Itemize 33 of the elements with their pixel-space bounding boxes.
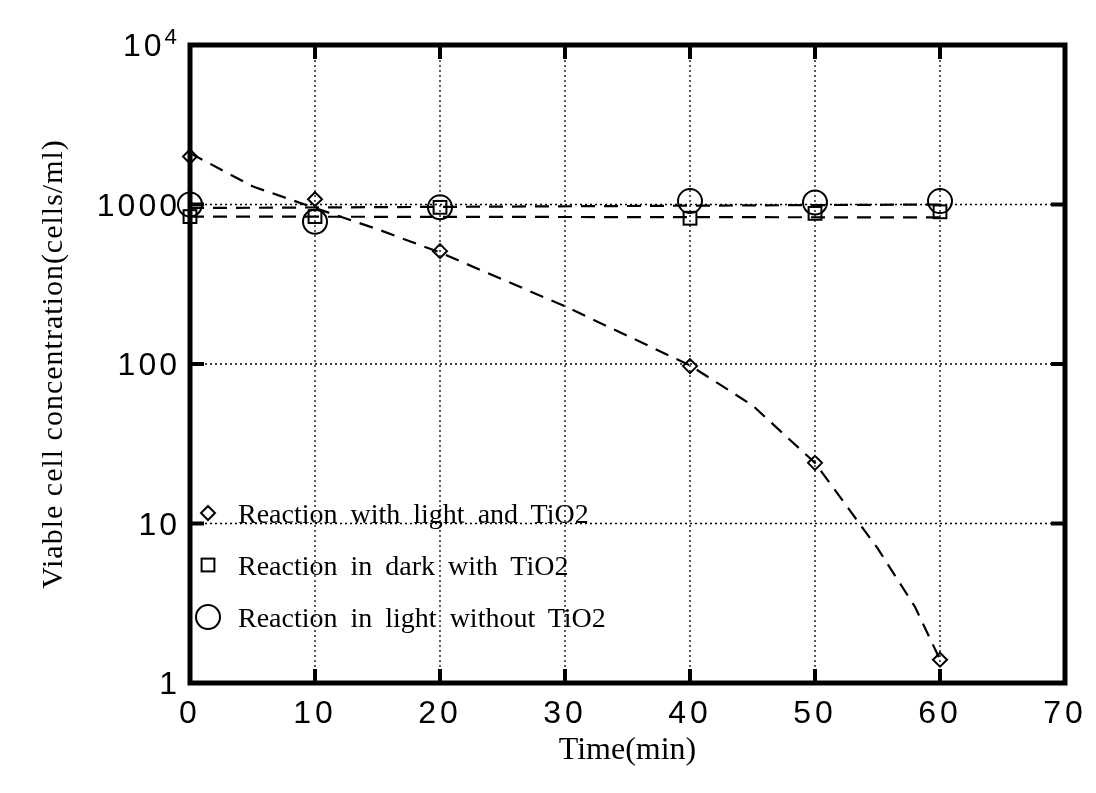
x-tick-label: 70 [1043, 694, 1087, 730]
x-tick-label: 10 [293, 694, 337, 730]
point [182, 209, 198, 224]
point [682, 210, 698, 226]
x-axis-title: Time(min) [558, 730, 697, 766]
x-tick-label: 30 [543, 694, 587, 730]
point [177, 191, 203, 218]
x-tick-label: 20 [418, 694, 462, 730]
point [807, 454, 823, 471]
point [302, 208, 328, 235]
y-axis-title: Viable cell concentration(cells/ml) [35, 139, 69, 589]
point [932, 204, 948, 220]
x-tick-label: 0 [179, 694, 201, 730]
x-tick-label: 60 [918, 694, 962, 730]
point [677, 188, 703, 215]
x-tick-label: 40 [668, 694, 712, 730]
y-tick-label: 100 [117, 346, 180, 383]
y-tick-label: 1000 [96, 186, 180, 223]
point [682, 358, 698, 375]
x-tick-label: 50 [793, 694, 837, 730]
y-tick-label: 10 [138, 505, 180, 542]
point [182, 148, 198, 165]
legend-label: Reaction in dark with TiO2 [238, 549, 569, 581]
legend-label: Reaction with light and TiO2 [238, 497, 589, 529]
legend-label: Reaction in light without TiO2 [238, 601, 606, 633]
point [807, 205, 823, 221]
point [307, 191, 323, 208]
point [802, 189, 828, 216]
y-tick-label: 1 [159, 665, 180, 702]
point [927, 188, 953, 215]
point [432, 243, 448, 260]
y-tick-label: 10$^{4}$ [122, 23, 180, 64]
point [932, 651, 948, 668]
